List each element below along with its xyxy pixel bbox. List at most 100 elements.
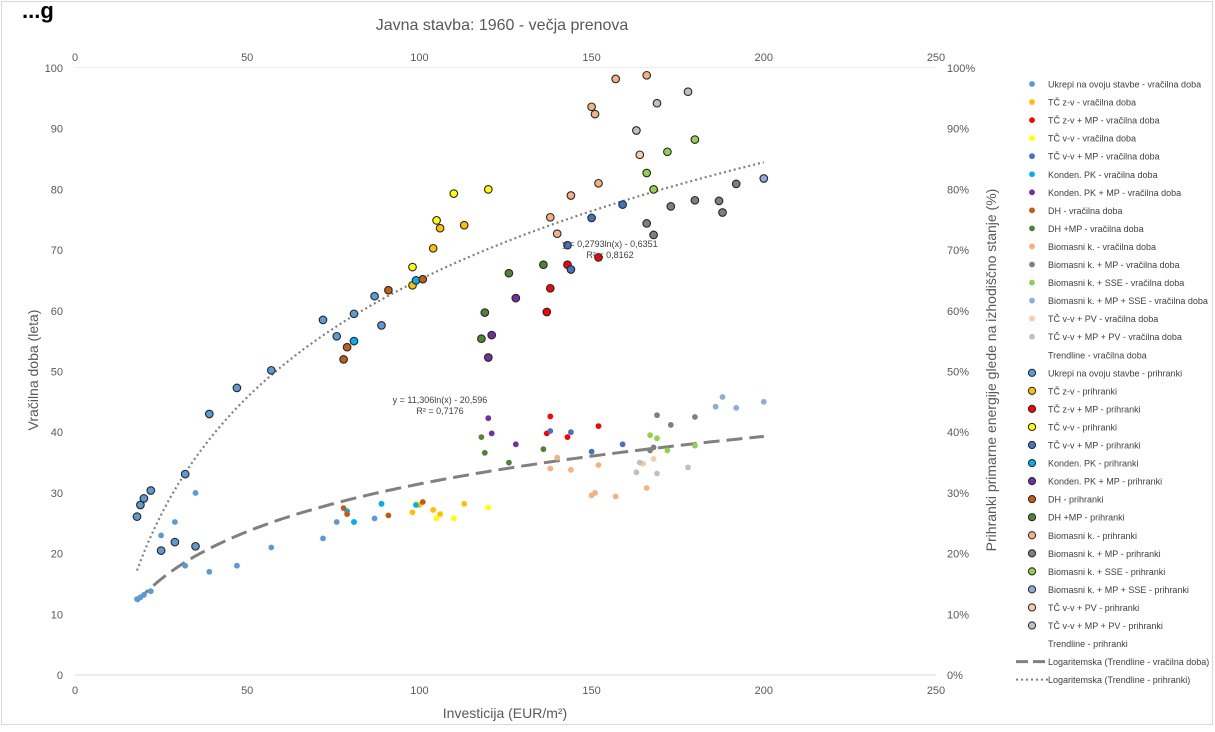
savings-point [487,330,497,340]
payback-point [619,441,626,448]
savings-point [611,74,621,84]
legend-label: TČ z-v + MP - vračilna doba [1048,116,1160,126]
legend-label: Biomasni k. - prihranki [1048,531,1137,541]
savings-point [191,541,200,551]
payback-point [344,511,350,517]
y-right-tick-label: 0% [947,670,963,682]
y-tick-label: 60 [51,306,63,318]
savings-point [136,500,145,510]
legend-marker [1029,279,1035,286]
payback-point [568,429,574,436]
legend-marker [1029,207,1035,214]
savings-point [718,208,727,217]
x-top-tick-label: 250 [927,52,945,64]
x-top-tick-label: 150 [582,52,600,64]
payback-point [147,588,154,595]
legend-marker [1029,81,1035,87]
payback-point [450,515,457,522]
savings-point [552,229,562,239]
payback-point [485,415,492,422]
legend-label: TČ v-v + MP + PV - prihranki [1048,621,1163,631]
savings-point [384,285,393,295]
savings-point [542,307,552,317]
y-tick-label: 100 [45,63,63,75]
chart-title: Javna stavba: 1960 - večja prenova [376,17,629,34]
legend-marker [1027,621,1037,630]
legend-marker [1029,135,1035,142]
payback-point [419,499,426,505]
legend-label: Biomasni k. + SSE - vračilna doba [1048,278,1184,288]
payback-point [234,562,240,569]
payback-point [485,504,492,511]
trendline-layer [135,161,765,603]
payback-point [692,414,698,420]
savings-point [594,178,603,188]
legend-label: Biomasni k. + MP + SSE - vračilna doba [1048,296,1208,306]
y-tick-label: 40 [51,427,63,439]
payback-point [588,448,595,455]
payback-point [595,462,602,468]
payback-point [141,592,147,598]
x-top-tick-label: 50 [241,52,253,64]
savings-point [563,240,572,250]
payback-point [172,519,178,525]
payback-point [540,446,547,453]
y-tick-label: 50 [51,367,63,379]
payback-point [268,544,275,551]
y-tick-label: 30 [51,488,63,500]
legend-marker [1029,153,1035,160]
payback-point [333,519,340,525]
legend-marker [1027,422,1037,432]
legend-label: Trendline - prihranki [1048,639,1128,649]
savings-point [545,212,555,222]
data-points-layer [132,70,769,602]
legend-label: Trendline - vračilna doba [1048,350,1147,360]
payback-point [633,469,640,476]
payback-point [385,512,392,519]
legend-label: Biomasni k. + SSE - prihranki [1048,567,1165,577]
payback-point [568,466,574,473]
savings-point [511,293,521,303]
legend-label: Biomasni k. - vračilna doba [1048,242,1156,252]
savings-point [339,355,348,364]
legend-label: TČ z-v + MP - prihranki [1048,404,1141,414]
legend-marker [1027,404,1037,413]
payback-point [437,511,443,517]
savings-point [232,383,242,393]
y-tick-label: 90 [51,124,63,136]
legend-label: TČ v-v + PV - vračilna doba [1048,314,1158,324]
legend-marker [1029,225,1035,232]
payback-point [760,398,767,405]
payback-point [636,459,643,466]
payback-point [650,444,657,451]
legend-marker [1029,333,1035,340]
payback-point [371,515,378,522]
legend-marker [1029,261,1035,268]
legend-marker [1027,549,1037,558]
savings-point [408,262,417,272]
savings-point [146,486,156,495]
payback-point [685,464,691,471]
legend-marker [1027,386,1037,395]
legend-label: DH +MP - prihranki [1048,513,1125,523]
legend-marker [1027,531,1037,540]
y-right-tick-label: 50% [947,367,969,379]
x-tick-label: 0 [72,685,78,697]
legend-label: Konden. PK - vračilna doba [1048,170,1158,180]
axes-layer: 0050501001001501502002002502500102030405… [45,52,976,697]
y-right-tick-label: 60% [947,306,969,318]
y-tick-label: 10 [51,609,63,621]
legend-label: Konden. PK - prihranki [1048,459,1139,469]
savings-point [156,546,166,555]
savings-point [132,512,142,521]
savings-point [318,315,328,325]
payback-point [320,535,326,542]
legend-marker [1027,567,1037,576]
payback-point [647,432,653,439]
savings-point [618,200,627,209]
payback-point [409,509,416,516]
payback-point [643,485,650,491]
x-top-tick-label: 0 [72,52,78,64]
legend-marker [1027,495,1037,504]
